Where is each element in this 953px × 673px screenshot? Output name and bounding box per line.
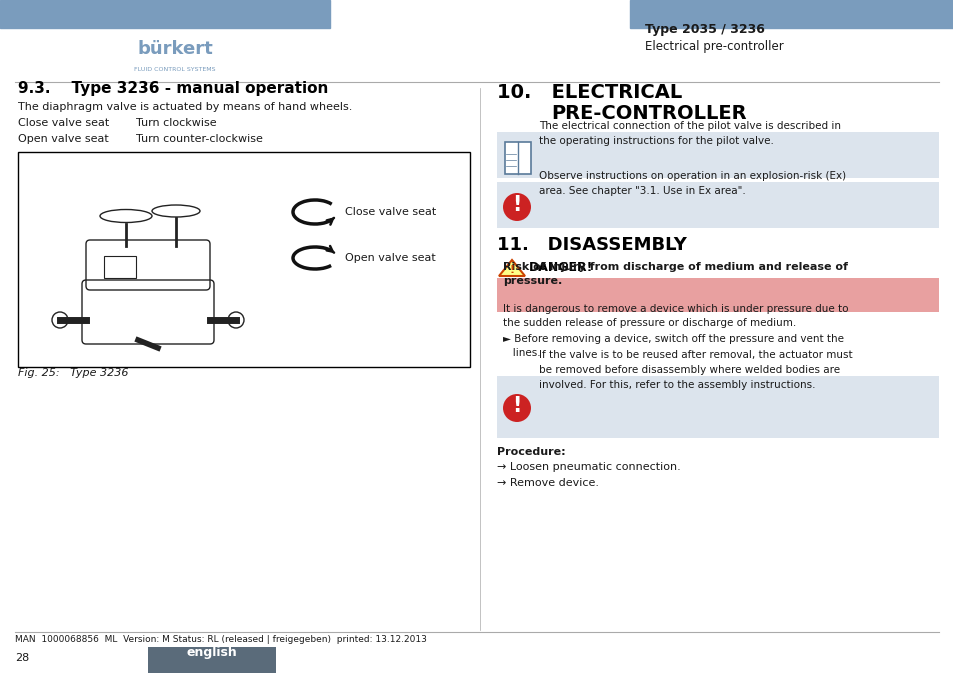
Text: !: ! — [509, 265, 514, 275]
Text: !: ! — [512, 396, 521, 416]
Text: DANGER!: DANGER! — [529, 261, 593, 274]
Text: 28: 28 — [15, 653, 30, 663]
Text: → Loosen pneumatic connection.: → Loosen pneumatic connection. — [497, 462, 680, 472]
Bar — [18, 152, 470, 367]
Bar — [504, 142, 531, 174]
Text: Open valve seat: Open valve seat — [18, 134, 109, 144]
Text: Close valve seat: Close valve seat — [345, 207, 436, 217]
Bar — [148, 647, 275, 673]
Text: The electrical connection of the pilot valve is described in
the operating instr: The electrical connection of the pilot v… — [538, 121, 841, 146]
Text: FLUID CONTROL SYSTEMS: FLUID CONTROL SYSTEMS — [134, 67, 215, 72]
Text: If the valve is to be reused after removal, the actuator must
be removed before : If the valve is to be reused after remov… — [538, 351, 852, 390]
Text: Fig. 25:   Type 3236: Fig. 25: Type 3236 — [18, 368, 129, 378]
Text: Type 2035 / 3236: Type 2035 / 3236 — [644, 23, 764, 36]
Text: Electrical pre-controller: Electrical pre-controller — [644, 40, 783, 53]
Bar — [497, 278, 938, 312]
Text: Observe instructions on operation in an explosion-risk (Ex)
area. See chapter "3: Observe instructions on operation in an … — [538, 171, 845, 196]
Text: The diaphragm valve is actuated by means of hand wheels.: The diaphragm valve is actuated by means… — [18, 102, 352, 112]
Bar — [0, 0, 330, 28]
Text: ► Before removing a device, switch off the pressure and vent the
   lines.: ► Before removing a device, switch off t… — [502, 334, 843, 358]
Bar — [497, 376, 938, 438]
Text: Open valve seat: Open valve seat — [345, 253, 436, 263]
Text: → Remove device.: → Remove device. — [497, 478, 598, 488]
Text: Procedure:: Procedure: — [497, 447, 565, 457]
Circle shape — [502, 193, 531, 221]
Text: english: english — [187, 646, 237, 659]
Text: PRE-CONTROLLER: PRE-CONTROLLER — [551, 104, 746, 123]
Text: Risk of injury from discharge of medium and release of
pressure.: Risk of injury from discharge of medium … — [502, 262, 847, 286]
Text: It is dangerous to remove a device which is under pressure due to
the sudden rel: It is dangerous to remove a device which… — [502, 304, 847, 328]
Circle shape — [502, 394, 531, 422]
Text: !: ! — [512, 195, 521, 215]
Text: 10.   ELECTRICAL: 10. ELECTRICAL — [497, 83, 681, 102]
Text: 9.3.    Type 3236 - manual operation: 9.3. Type 3236 - manual operation — [18, 81, 328, 96]
Text: Close valve seat: Close valve seat — [18, 118, 110, 128]
Polygon shape — [498, 260, 524, 276]
Text: Turn counter-clockwise: Turn counter-clockwise — [136, 134, 263, 144]
Text: 11.   DISASSEMBLY: 11. DISASSEMBLY — [497, 236, 686, 254]
Bar — [497, 182, 938, 228]
Text: bürkert: bürkert — [137, 40, 213, 58]
Bar — [104, 256, 136, 278]
Text: Turn clockwise: Turn clockwise — [136, 118, 216, 128]
Text: MAN  1000068856  ML  Version: M Status: RL (released | freigegeben)  printed: 13: MAN 1000068856 ML Version: M Status: RL … — [15, 635, 426, 644]
Bar — [497, 132, 938, 178]
Bar — [629, 0, 953, 28]
